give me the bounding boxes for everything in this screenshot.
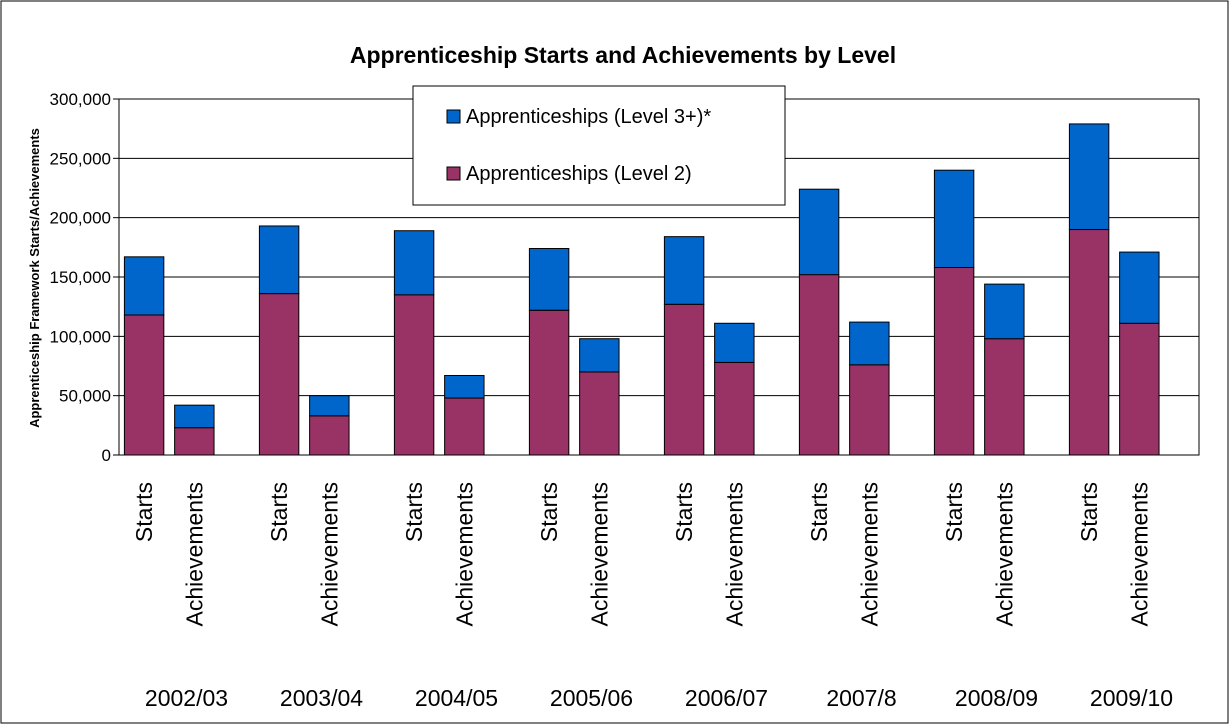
x-tick-label: Achievements: [586, 482, 612, 626]
bar-segment: [933, 267, 975, 456]
bar-segment: [714, 361, 755, 456]
group-label: 2007/8: [826, 685, 896, 711]
x-axis-labels: Starts Achievements 2002/03 Starts Achieveme…: [131, 482, 1173, 711]
bar-segment: [663, 303, 705, 456]
bar-segment: [984, 283, 1025, 340]
group-label: 2005/06: [550, 685, 633, 711]
bars: [123, 123, 1160, 456]
bar-segment: [798, 188, 840, 276]
chart-title: Apprenticeship Starts and Achievements b…: [350, 42, 896, 68]
bar-segment: [309, 395, 350, 417]
y-tick-label: 300,000: [50, 90, 111, 109]
bar-segment: [258, 225, 300, 295]
bar-segment: [798, 274, 840, 456]
x-tick-label: Starts: [671, 482, 697, 542]
bar-segment: [123, 256, 165, 316]
bar-segment: [933, 169, 975, 269]
y-tick-label: 100,000: [50, 327, 111, 346]
bar-segment: [1119, 251, 1160, 324]
group-label: 2003/04: [280, 685, 363, 711]
y-axis-ticks: 0 50,000 100,000 150,000 200,000 250,000 300,0…: [50, 90, 119, 465]
x-tick-label: Starts: [941, 482, 967, 542]
legend-label: Apprenticeships (Level 2): [466, 163, 692, 185]
x-tick-label: Achievements: [181, 482, 207, 626]
bar-segment: [579, 338, 620, 373]
x-tick-label: Achievements: [991, 482, 1017, 626]
y-tick-label: 250,000: [50, 149, 111, 168]
bar-segment: [174, 427, 215, 456]
bar-segment: [984, 338, 1025, 456]
y-tick-label: 50,000: [59, 387, 111, 406]
bar-segment: [258, 293, 300, 456]
x-tick-label: Starts: [266, 482, 292, 542]
legend-swatch: [446, 109, 461, 124]
legend-label: Apprenticeships (Level 3+)*: [466, 106, 711, 128]
bar-segment: [1119, 322, 1160, 456]
x-tick-label: Starts: [131, 482, 157, 542]
y-tick-label: 0: [102, 446, 111, 465]
bar-segment: [1068, 123, 1110, 231]
bar-segment: [528, 309, 570, 456]
group-label: 2009/10: [1090, 685, 1173, 711]
legend-box: [412, 85, 786, 206]
bar-segment: [663, 236, 705, 305]
group-label: 2004/05: [415, 685, 498, 711]
x-tick-label: Achievements: [721, 482, 747, 626]
bar-segment: [309, 415, 350, 456]
legend: Apprenticeships (Level 3+)* Apprenticeshi…: [412, 85, 786, 206]
bar-segment: [393, 294, 435, 456]
y-tick-label: 150,000: [50, 268, 111, 287]
x-tick-label: Achievements: [316, 482, 342, 626]
bar-segment: [579, 371, 620, 456]
x-tick-label: Starts: [806, 482, 832, 542]
group-label: 2008/09: [955, 685, 1038, 711]
legend-swatch: [446, 166, 461, 181]
bar-segment: [528, 248, 570, 311]
group-label: 2006/07: [685, 685, 768, 711]
bar-segment: [123, 314, 165, 456]
bar-segment: [393, 230, 435, 296]
group-label: 2002/03: [145, 685, 228, 711]
bar-segment: [849, 321, 890, 366]
x-tick-label: Starts: [1076, 482, 1102, 542]
bar-segment: [849, 364, 890, 456]
x-tick-label: Starts: [536, 482, 562, 542]
y-axis-label: Apprenticeship Framework Starts/Achievem…: [27, 128, 42, 428]
bar-segment: [444, 374, 485, 399]
x-tick-label: Starts: [401, 482, 427, 542]
bar-segment: [444, 397, 485, 456]
bar-segment: [174, 404, 215, 429]
x-tick-label: Achievements: [451, 482, 477, 626]
x-tick-label: Achievements: [856, 482, 882, 626]
bar-segment: [1068, 229, 1110, 456]
x-tick-label: Achievements: [1126, 482, 1152, 626]
bar-segment: [714, 322, 755, 363]
y-tick-label: 200,000: [50, 209, 111, 228]
